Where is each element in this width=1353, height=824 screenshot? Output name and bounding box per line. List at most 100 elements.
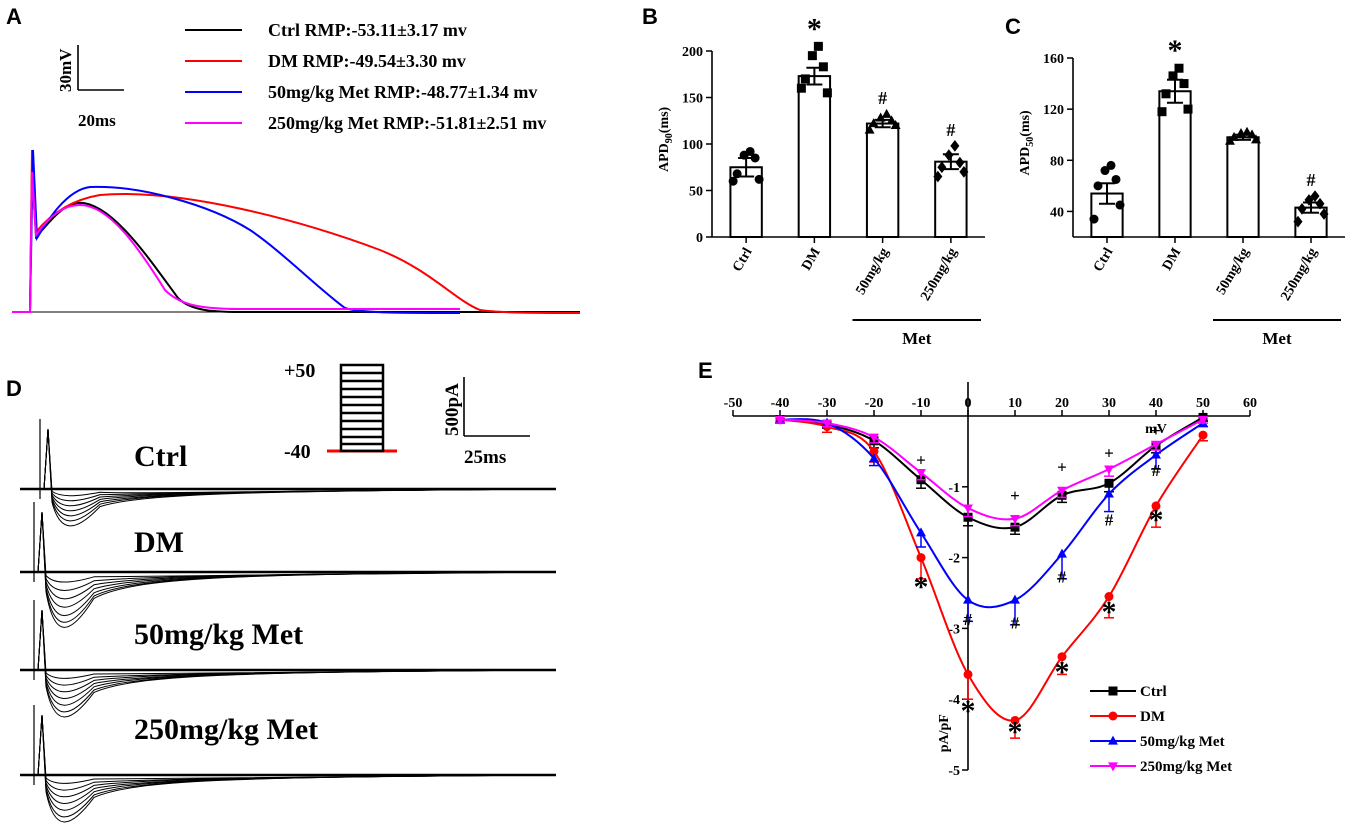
data-point — [1111, 174, 1121, 184]
data-point — [963, 504, 973, 514]
x-tick-label: -20 — [865, 396, 884, 411]
y-axis-label: pA/pF — [937, 714, 952, 752]
data-point — [890, 120, 901, 129]
significance-mark: * — [1168, 34, 1183, 67]
data-point — [813, 41, 823, 51]
x-tick-label: 250mg/kg — [918, 246, 960, 304]
bar — [1226, 136, 1260, 238]
data-point — [1242, 126, 1252, 136]
data-point — [886, 115, 897, 125]
x-tick-label: -40 — [771, 396, 790, 411]
data-point — [745, 146, 755, 156]
legend-label: 250mg/kg Met RMP:-51.81±2.51 mv — [268, 113, 546, 133]
y-tick-label: -4 — [948, 693, 960, 708]
protocol-bottom-label: -40 — [284, 441, 311, 463]
x-tick-label: DM — [1160, 246, 1185, 274]
chart-c: 40 80 120 160 APD50(ms) Ctrl DM * 50mg/kg 250mg/k… — [1018, 34, 1345, 348]
x-tick-label: 0 — [965, 396, 972, 411]
data-point — [1089, 214, 1099, 224]
data-point — [1157, 107, 1167, 117]
data-point — [869, 446, 879, 456]
x-tick-label: Ctrl — [730, 245, 755, 274]
data-point — [1297, 203, 1307, 215]
y-tick-label: -5 — [948, 764, 960, 779]
data-point — [1100, 166, 1110, 176]
panel-d-scale-time: 25ms — [464, 447, 506, 468]
y-tick-label: -2 — [948, 552, 960, 567]
current-trace — [20, 511, 557, 591]
data-point — [1057, 652, 1067, 662]
trace-label-ctrl: Ctrl — [134, 440, 187, 473]
panel-label-e: E — [698, 358, 713, 383]
panel-a-legend: Ctrl RMP:-53.11±3.17 mv DM RMP:-49.54±3.3… — [185, 20, 546, 133]
data-point — [1010, 522, 1020, 532]
current-trace — [20, 511, 557, 617]
data-point — [869, 453, 879, 463]
legend-label: Ctrl RMP:-53.11±3.17 mv — [268, 20, 467, 40]
data-point — [1168, 71, 1178, 81]
data-point — [732, 169, 742, 179]
data-point — [933, 170, 943, 183]
ap-trace-250met — [12, 171, 460, 313]
legend-label: Ctrl — [1140, 684, 1167, 700]
y-tick-label: 160 — [1043, 52, 1064, 67]
data-point — [916, 527, 926, 537]
data-point — [1151, 449, 1161, 459]
y-tick-label: 200 — [682, 45, 703, 60]
legend-label: DM RMP:-49.54±3.30 mv — [268, 51, 466, 71]
significance-mark: * — [1149, 503, 1164, 536]
x-tick-label: -10 — [912, 396, 931, 411]
y-tick-label: 150 — [682, 92, 703, 107]
x-tick-label: -50 — [724, 396, 743, 411]
panel-label-a: A — [6, 4, 22, 29]
data-point — [1104, 488, 1114, 498]
y-tick-label: 80 — [1050, 154, 1064, 169]
significance-mark: * — [807, 12, 822, 45]
y-tick-label: -1 — [948, 481, 960, 496]
data-point — [1010, 715, 1020, 725]
panel-label-c: C — [1005, 14, 1021, 39]
data-point — [807, 51, 817, 61]
current-trace — [20, 511, 557, 623]
x-tick-label: 30 — [1102, 396, 1116, 411]
series-line — [779, 418, 1204, 521]
data-point — [1247, 129, 1257, 139]
data-point — [1010, 515, 1020, 525]
x-tick-label: Ctrl — [1091, 245, 1116, 274]
data-point — [1310, 190, 1320, 202]
data-point — [1104, 592, 1114, 602]
data-point — [1315, 197, 1325, 210]
data-point — [955, 156, 965, 169]
x-axis-label: mV — [1145, 422, 1167, 437]
significance-mark: + — [1151, 421, 1161, 440]
legend-marker — [1108, 762, 1118, 772]
data-point — [864, 124, 875, 134]
current-trace — [20, 609, 557, 718]
y-tick-label: 40 — [1050, 205, 1064, 220]
data-point — [916, 553, 926, 563]
y-axis-label: APD90(ms) — [657, 106, 675, 172]
data-point — [875, 112, 886, 122]
x-tick-label: DM — [799, 246, 824, 274]
data-point — [881, 108, 892, 118]
data-point — [822, 419, 832, 429]
chart-b: 0 50 100 150 200 APD90(ms) Ctrl DM * 50mg/kg #250m… — [657, 12, 985, 348]
trace-label-dm: DM — [134, 526, 184, 559]
data-point — [963, 669, 973, 679]
data-point — [916, 469, 926, 479]
data-point — [1174, 63, 1184, 73]
chart-e: -50 -40 -30 -20 -10 0 10 20 30 40 50 60 -1 -2 -3 -4 -5 mV… — [724, 382, 1257, 779]
data-point — [937, 161, 947, 174]
data-point — [869, 433, 879, 443]
current-traces — [20, 419, 557, 823]
data-point — [1093, 181, 1103, 191]
data-point — [728, 176, 738, 186]
significance-mark: * — [1008, 716, 1023, 749]
significance-mark: + — [1104, 443, 1114, 462]
voltage-protocol: +50 -40 — [284, 360, 397, 463]
data-point — [1293, 215, 1303, 228]
data-point — [1010, 594, 1020, 604]
x-tick-label: 50 — [1196, 396, 1210, 411]
significance-mark: * — [961, 694, 976, 727]
